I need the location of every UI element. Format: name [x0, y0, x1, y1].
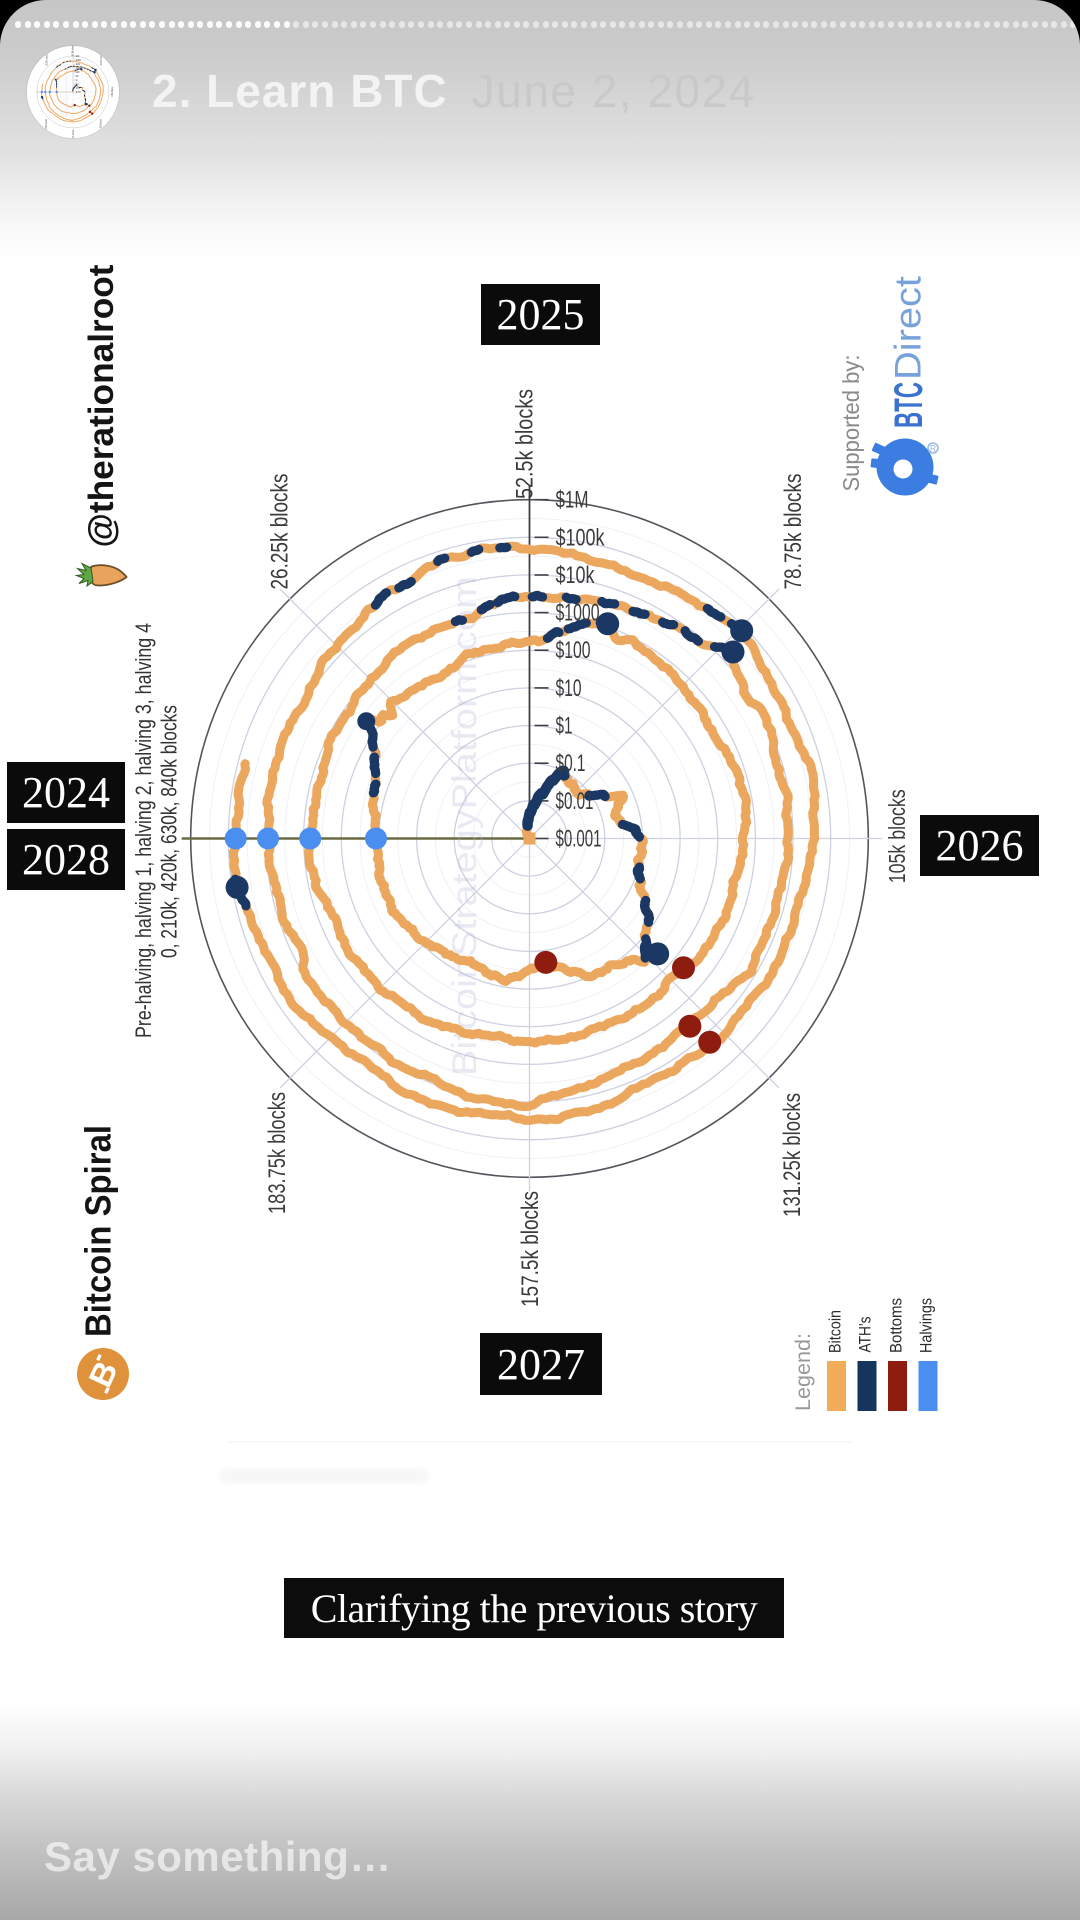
svg-text:$0.1: $0.1: [556, 750, 586, 777]
svg-text:$1: $1: [556, 713, 573, 740]
svg-text:$0.01: $0.01: [556, 788, 594, 815]
svg-text:R: R: [930, 444, 937, 454]
svg-text:52.5k blocks: 52.5k blocks: [512, 389, 539, 499]
svg-text:Direct: Direct: [888, 275, 929, 380]
svg-text:Bottoms: Bottoms: [888, 1298, 906, 1353]
svg-text:$0.001: $0.001: [556, 826, 602, 853]
svg-text:Supported by:: Supported by:: [838, 355, 864, 492]
svg-text:$1M: $1M: [556, 487, 589, 514]
svg-text:183.75k blocks: 183.75k blocks: [264, 1092, 291, 1214]
svg-text:ATH's: ATH's: [857, 1317, 875, 1353]
svg-text:$10k: $10k: [556, 562, 596, 589]
svg-text:Halvings: Halvings: [918, 1298, 936, 1353]
svg-text:105k blocks: 105k blocks: [884, 789, 910, 883]
svg-text:$100k: $100k: [556, 524, 606, 551]
svg-text:26.25k blocks: 26.25k blocks: [267, 474, 294, 590]
svg-text:Bitcoin Spiral: Bitcoin Spiral: [78, 1125, 119, 1337]
svg-text:131.25k blocks: 131.25k blocks: [779, 1093, 806, 1217]
svg-text:$10: $10: [556, 675, 582, 702]
svg-text:@therationalroot: @therationalroot: [82, 264, 121, 547]
svg-text:$100: $100: [556, 637, 591, 664]
svg-text:BTC: BTC: [887, 382, 931, 428]
svg-text:Bitcoin: Bitcoin: [827, 1310, 845, 1353]
svg-text:0, 210k, 420k, 630k, 840k bloc: 0, 210k, 420k, 630k, 840k blocks: [157, 705, 182, 958]
svg-text:157.5k blocks: 157.5k blocks: [517, 1191, 544, 1307]
svg-text:78.75k blocks: 78.75k blocks: [780, 474, 807, 590]
svg-text:$1000: $1000: [556, 600, 600, 627]
svg-text:Legend:: Legend:: [792, 1333, 815, 1411]
svg-text:Pre-halving, halving 1, halvin: Pre-halving, halving 1, halving 2, halvi…: [131, 623, 156, 1038]
